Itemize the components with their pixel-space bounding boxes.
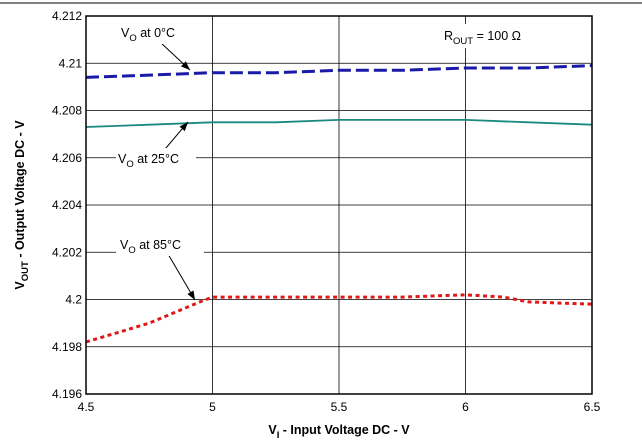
y-tick-label: 4.206 — [52, 151, 82, 165]
y-tick-label: 4.204 — [52, 198, 82, 212]
x-tick-label: 6.5 — [584, 400, 601, 414]
annotation-0c: VO at 0°C — [121, 26, 175, 44]
x-axis-title: VI - Input Voltage DC - V — [268, 423, 410, 441]
leader-85c-arrowhead — [187, 290, 195, 300]
leader-0c-arrowhead — [181, 61, 190, 70]
annotation-rout: ROUT = 100 Ω — [444, 29, 521, 47]
plot-frame — [85, 15, 593, 395]
y-tick-label: 4.2 — [65, 293, 82, 307]
series-line-0 — [85, 64, 593, 79]
grid — [86, 16, 592, 394]
y-tick-label: 4.212 — [52, 9, 82, 23]
x-tick-label: 6 — [462, 400, 469, 414]
y-tick-label: 4.21 — [59, 56, 83, 70]
annotation-bg-25c — [116, 148, 196, 170]
leader-25c-arrowhead — [179, 122, 188, 132]
annotation-bg-0c — [118, 22, 204, 44]
x-tick-labels: 4.5 5 5.5 6 6.5 — [78, 400, 601, 414]
x-tick-label: 5.5 — [331, 400, 348, 414]
y-tick-labels: 4.196 4.198 4.2 4.202 4.204 4.206 4.208 4.21 4.2… — [52, 9, 82, 401]
series-group — [85, 64, 593, 344]
annotation-85c: VO at 85°C — [120, 238, 181, 256]
y-tick-label: 4.196 — [52, 387, 82, 401]
y-tick-label: 4.198 — [52, 340, 82, 354]
annotation-25c: VO at 25°C — [118, 152, 179, 170]
y-tick-label: 4.202 — [52, 245, 82, 259]
y-axis-title: VOUT - Output Voltage DC - V — [13, 120, 31, 290]
x-tick-label: 4.5 — [78, 400, 95, 414]
y-tick-label: 4.208 — [52, 104, 82, 118]
x-tick-label: 5 — [209, 400, 216, 414]
annotation-bg-85c — [116, 234, 204, 256]
annotation-bg-rout — [440, 24, 552, 48]
series-line-1 — [85, 119, 593, 128]
annotation-leaders — [159, 41, 196, 301]
